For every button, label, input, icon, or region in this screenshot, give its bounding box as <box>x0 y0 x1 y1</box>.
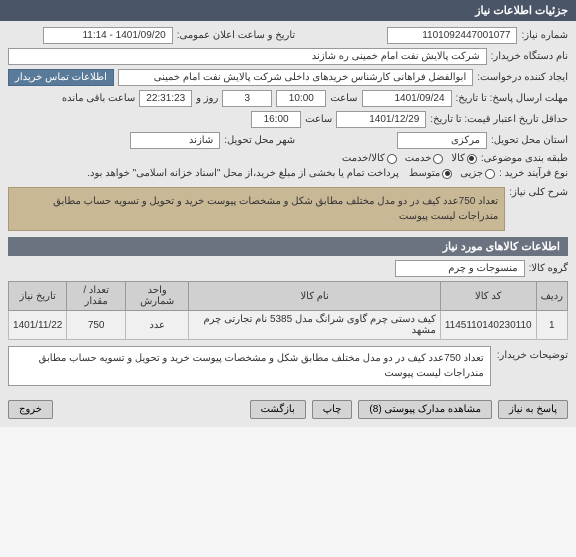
panel-title: جزئیات اطلاعات نیاز <box>475 5 568 17</box>
col-qty: تعداد / مقدار <box>67 282 126 311</box>
reply-time: 10:00 <box>276 90 326 107</box>
items-table: ردیف کد کالا نام کالا واحد شمارش تعداد /… <box>8 281 568 340</box>
cell-name: کیف دستی چرم گاوی شرانگ مدل 5385 نام تجا… <box>189 311 440 340</box>
reply-button[interactable]: پاسخ به نیاز <box>498 400 568 419</box>
buyer-label: نام دستگاه خریدار: <box>491 51 568 62</box>
panel-header: جزئیات اطلاعات نیاز <box>0 0 576 21</box>
process-radio-group: جزیی متوسط <box>409 168 495 179</box>
col-date: تاریخ نیاز <box>9 282 67 311</box>
contact-link[interactable]: اطلاعات تماس خریدار <box>8 69 114 86</box>
process-note: پرداخت تمام یا بخشی از مبلغ خرید،از محل … <box>87 168 399 179</box>
radio-service-label: خدمت <box>405 153 432 164</box>
creator-label: ایجاد کننده درخواست: <box>477 72 568 83</box>
announce-label: تاریخ و ساعت اعلان عمومی: <box>177 30 296 41</box>
time-label-1: ساعت <box>330 93 357 104</box>
time-label-2: ساعت <box>305 114 332 125</box>
province-value: مرکزی <box>397 132 487 149</box>
group-label: گروه کالا: <box>529 263 568 274</box>
radio-medium-label: متوسط <box>409 168 440 179</box>
explain-box: تعداد 750عدد کیف در دو مدل مختلف مطابق ش… <box>8 346 491 386</box>
cell-qty: 750 <box>67 311 126 340</box>
button-bar: پاسخ به نیاز مشاهده مدارک پیوستی (8) چاپ… <box>0 392 576 427</box>
radio-medium[interactable] <box>442 169 452 179</box>
radio-partial-label: جزیی <box>460 168 483 179</box>
need-no-value: 1101092447001077 <box>387 27 517 44</box>
credit-label: حداقل تاریخ اعتبار قیمت: تا تاریخ: <box>430 114 568 125</box>
col-row: ردیف <box>536 282 567 311</box>
remain-label: ساعت باقی مانده <box>62 93 135 104</box>
radio-goods-service[interactable] <box>387 154 397 164</box>
col-code: کد کالا <box>440 282 536 311</box>
city-label: شهر محل تحویل: <box>224 135 295 146</box>
buyer-value: شرکت پالایش نفت امام خمینی ره شازند <box>8 48 487 65</box>
credit-date: 1401/12/29 <box>336 111 426 128</box>
reply-deadline-label: مهلت ارسال پاسخ: تا تاریخ: <box>456 93 568 104</box>
radio-goods-label: کالا <box>451 153 465 164</box>
announce-value: 1401/09/20 - 11:14 <box>43 27 173 44</box>
desc-box: تعداد 750عدد کیف در دو مدل مختلف مطابق ش… <box>8 187 505 231</box>
attachments-button[interactable]: مشاهده مدارک پیوستی (8) <box>358 400 492 419</box>
category-label: طبقه بندی موضوعی: <box>481 153 568 164</box>
process-label: نوع فرآیند خرید : <box>499 168 568 179</box>
credit-time: 16:00 <box>251 111 301 128</box>
radio-goods-service-label: کالا/خدمت <box>342 153 385 164</box>
radio-partial[interactable] <box>485 169 495 179</box>
table-row: 1 1145110140230110 کیف دستی چرم گاوی شرا… <box>9 311 568 340</box>
print-button[interactable]: چاپ <box>312 400 353 419</box>
radio-goods[interactable] <box>467 154 477 164</box>
desc-label: شرح کلی نیاز: <box>509 183 568 198</box>
items-section-title: اطلاعات کالاهای مورد نیاز <box>8 237 568 256</box>
cell-unit: عدد <box>125 311 188 340</box>
days-label: روز و <box>196 93 218 104</box>
time-remaining: 22:31:23 <box>139 90 192 107</box>
back-button[interactable]: بازگشت <box>250 400 306 419</box>
cell-row: 1 <box>536 311 567 340</box>
radio-service[interactable] <box>433 154 443 164</box>
city-value: شازند <box>130 132 220 149</box>
days-remaining: 3 <box>222 90 272 107</box>
cell-code: 1145110140230110 <box>440 311 536 340</box>
col-name: نام کالا <box>189 282 440 311</box>
items-header-row: ردیف کد کالا نام کالا واحد شمارش تعداد /… <box>9 282 568 311</box>
form-area: شماره نیاز: 1101092447001077 تاریخ و ساع… <box>0 21 576 392</box>
explain-label: توضیحات خریدار: <box>497 346 568 361</box>
group-value: منسوجات و چرم <box>395 260 525 277</box>
col-unit: واحد شمارش <box>125 282 188 311</box>
category-radio-group: کالا خدمت کالا/خدمت <box>342 153 477 164</box>
province-label: استان محل تحویل: <box>491 135 568 146</box>
cell-date: 1401/11/22 <box>9 311 67 340</box>
need-no-label: شماره نیاز: <box>521 30 568 41</box>
reply-date: 1401/09/24 <box>362 90 452 107</box>
creator-value: ابوالفضل فراهانی کارشناس خریدهای داخلی ش… <box>118 69 473 86</box>
close-button[interactable]: خروج <box>8 400 53 419</box>
